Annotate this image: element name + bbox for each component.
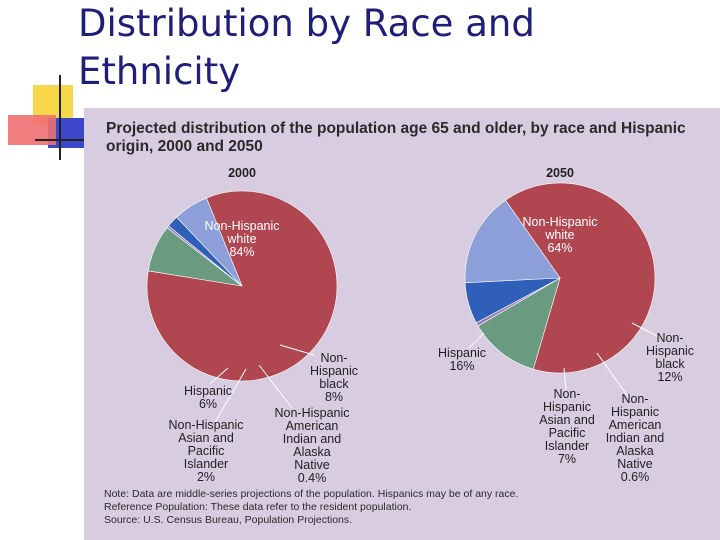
slice-label-2050-white: Non-Hispanic white 64%: [522, 215, 597, 255]
slice-value-label: 6%: [199, 397, 217, 411]
leader-line-2050-asian: [563, 367, 567, 391]
reference-line: Reference Population: These data refer t…: [104, 501, 412, 513]
pie-slice-2050-black: [477, 277, 561, 370]
slice-label-2050-asian: Non-Hispanic Asian and Pacific Islander 7%: [539, 387, 595, 466]
slice-name-line: American: [609, 418, 662, 432]
slice-name-line: Non-Hispanic: [522, 215, 597, 229]
slice-label-2000-black: Non-Hispanic black 8%: [310, 351, 358, 404]
slice-name-line: Non-Hispanic: [274, 406, 349, 420]
slice-name-line: Pacific: [188, 444, 225, 458]
slice-name-line: Hispanic: [184, 384, 232, 398]
slice-label-2000-aian: Non-Hispanic American Indian and Alaska Nati…: [274, 406, 349, 485]
leader-line-2050-hispanic: [468, 332, 485, 349]
leader-line-2000-hispanic: [209, 367, 229, 385]
slice-value-label: 0.4%: [298, 471, 327, 485]
slice-name-line: Native: [294, 458, 329, 472]
slide-decoration: [8, 75, 86, 160]
slice-name-line: Indian and: [283, 432, 341, 446]
slide-title: Distribution by Race and Ethnicity: [78, 2, 535, 93]
slice-name-line: black: [319, 377, 349, 391]
slice-name-line: Hispanic: [310, 364, 358, 378]
slice-label-2050-hispanic: Hispanic 16%: [438, 346, 486, 373]
slice-name-line: Hispanic: [646, 344, 694, 358]
slice-label-2050-black: Non-Hispanic black 12%: [646, 331, 694, 384]
pie-slice-2050-hispanic: [464, 199, 561, 284]
slice-name-line: American: [286, 419, 339, 433]
leader-line-2050-black: [631, 322, 660, 338]
slice-label-2000-asian: Non-Hispanic Asian and Pacific Islander 2%: [168, 418, 243, 484]
pie-slice-2050-white: [505, 182, 656, 374]
slice-name-line: Islander: [184, 457, 228, 471]
slice-name-line: Native: [617, 457, 652, 471]
source-line: Source: U.S. Census Bureau, Population P…: [104, 514, 353, 526]
leader-line-2050-aian: [596, 352, 630, 399]
slice-value-label: 0.6%: [621, 470, 650, 484]
slice-name-line: Non-: [621, 392, 648, 406]
note-line: Note: Data are middle-series projections…: [104, 488, 519, 500]
slice-label-2050-aian: Non-Hispanic American Indian and Alaska Nati…: [606, 392, 664, 484]
slice-name-line: Alaska: [293, 445, 331, 459]
slice-name-line: Asian and: [539, 413, 595, 427]
slice-name-line: Indian and: [606, 431, 664, 445]
slice-value-label: 84%: [229, 245, 254, 259]
slice-name-line: Hispanic: [438, 346, 486, 360]
slice-value-label: 16%: [449, 359, 474, 373]
pie-slice-2000-hispanic: [176, 197, 243, 287]
slice-value-label: 12%: [657, 370, 682, 384]
slice-name-line: Non-: [320, 351, 347, 365]
year-label-2050: 2050: [546, 166, 574, 180]
slice-label-2000-white: Non-Hispanic white 84%: [204, 219, 279, 259]
leader-line-2000-black: [279, 344, 315, 356]
slice-name-line: Non-Hispanic: [168, 418, 243, 432]
slice-name-line: Alaska: [616, 444, 654, 458]
slice-value-label: 8%: [325, 390, 343, 404]
year-label-2000: 2000: [228, 166, 256, 180]
chart-panel: 2000 Non-Hispanic white 84% Non-Hispanic blac…: [84, 108, 720, 540]
slice-name-line: Pacific: [549, 426, 586, 440]
chart-title: Projected distribution of the population…: [106, 120, 686, 155]
slice-name-line: Non-: [553, 387, 580, 401]
leader-line-2000-aian: [258, 364, 293, 409]
slice-name-line: black: [655, 357, 685, 371]
slice-name-line: Asian and: [178, 431, 234, 445]
slice-name-line: Islander: [545, 439, 589, 453]
slice-label-2000-hispanic: Hispanic 6%: [184, 384, 232, 411]
slice-name-line: white: [226, 232, 256, 246]
slice-name-line: Non-Hispanic: [204, 219, 279, 233]
slice-name-line: Non-: [656, 331, 683, 345]
slice-name-line: Hispanic: [611, 405, 659, 419]
slice-value-label: 64%: [547, 241, 572, 255]
slice-value-label: 7%: [558, 452, 576, 466]
slice-name-line: white: [544, 228, 574, 242]
leader-line-2000-asian: [213, 368, 247, 425]
chart-notes: Note: Data are middle-series projections…: [104, 488, 714, 527]
slice-name-line: Hispanic: [543, 400, 591, 414]
slice-value-label: 2%: [197, 470, 215, 484]
